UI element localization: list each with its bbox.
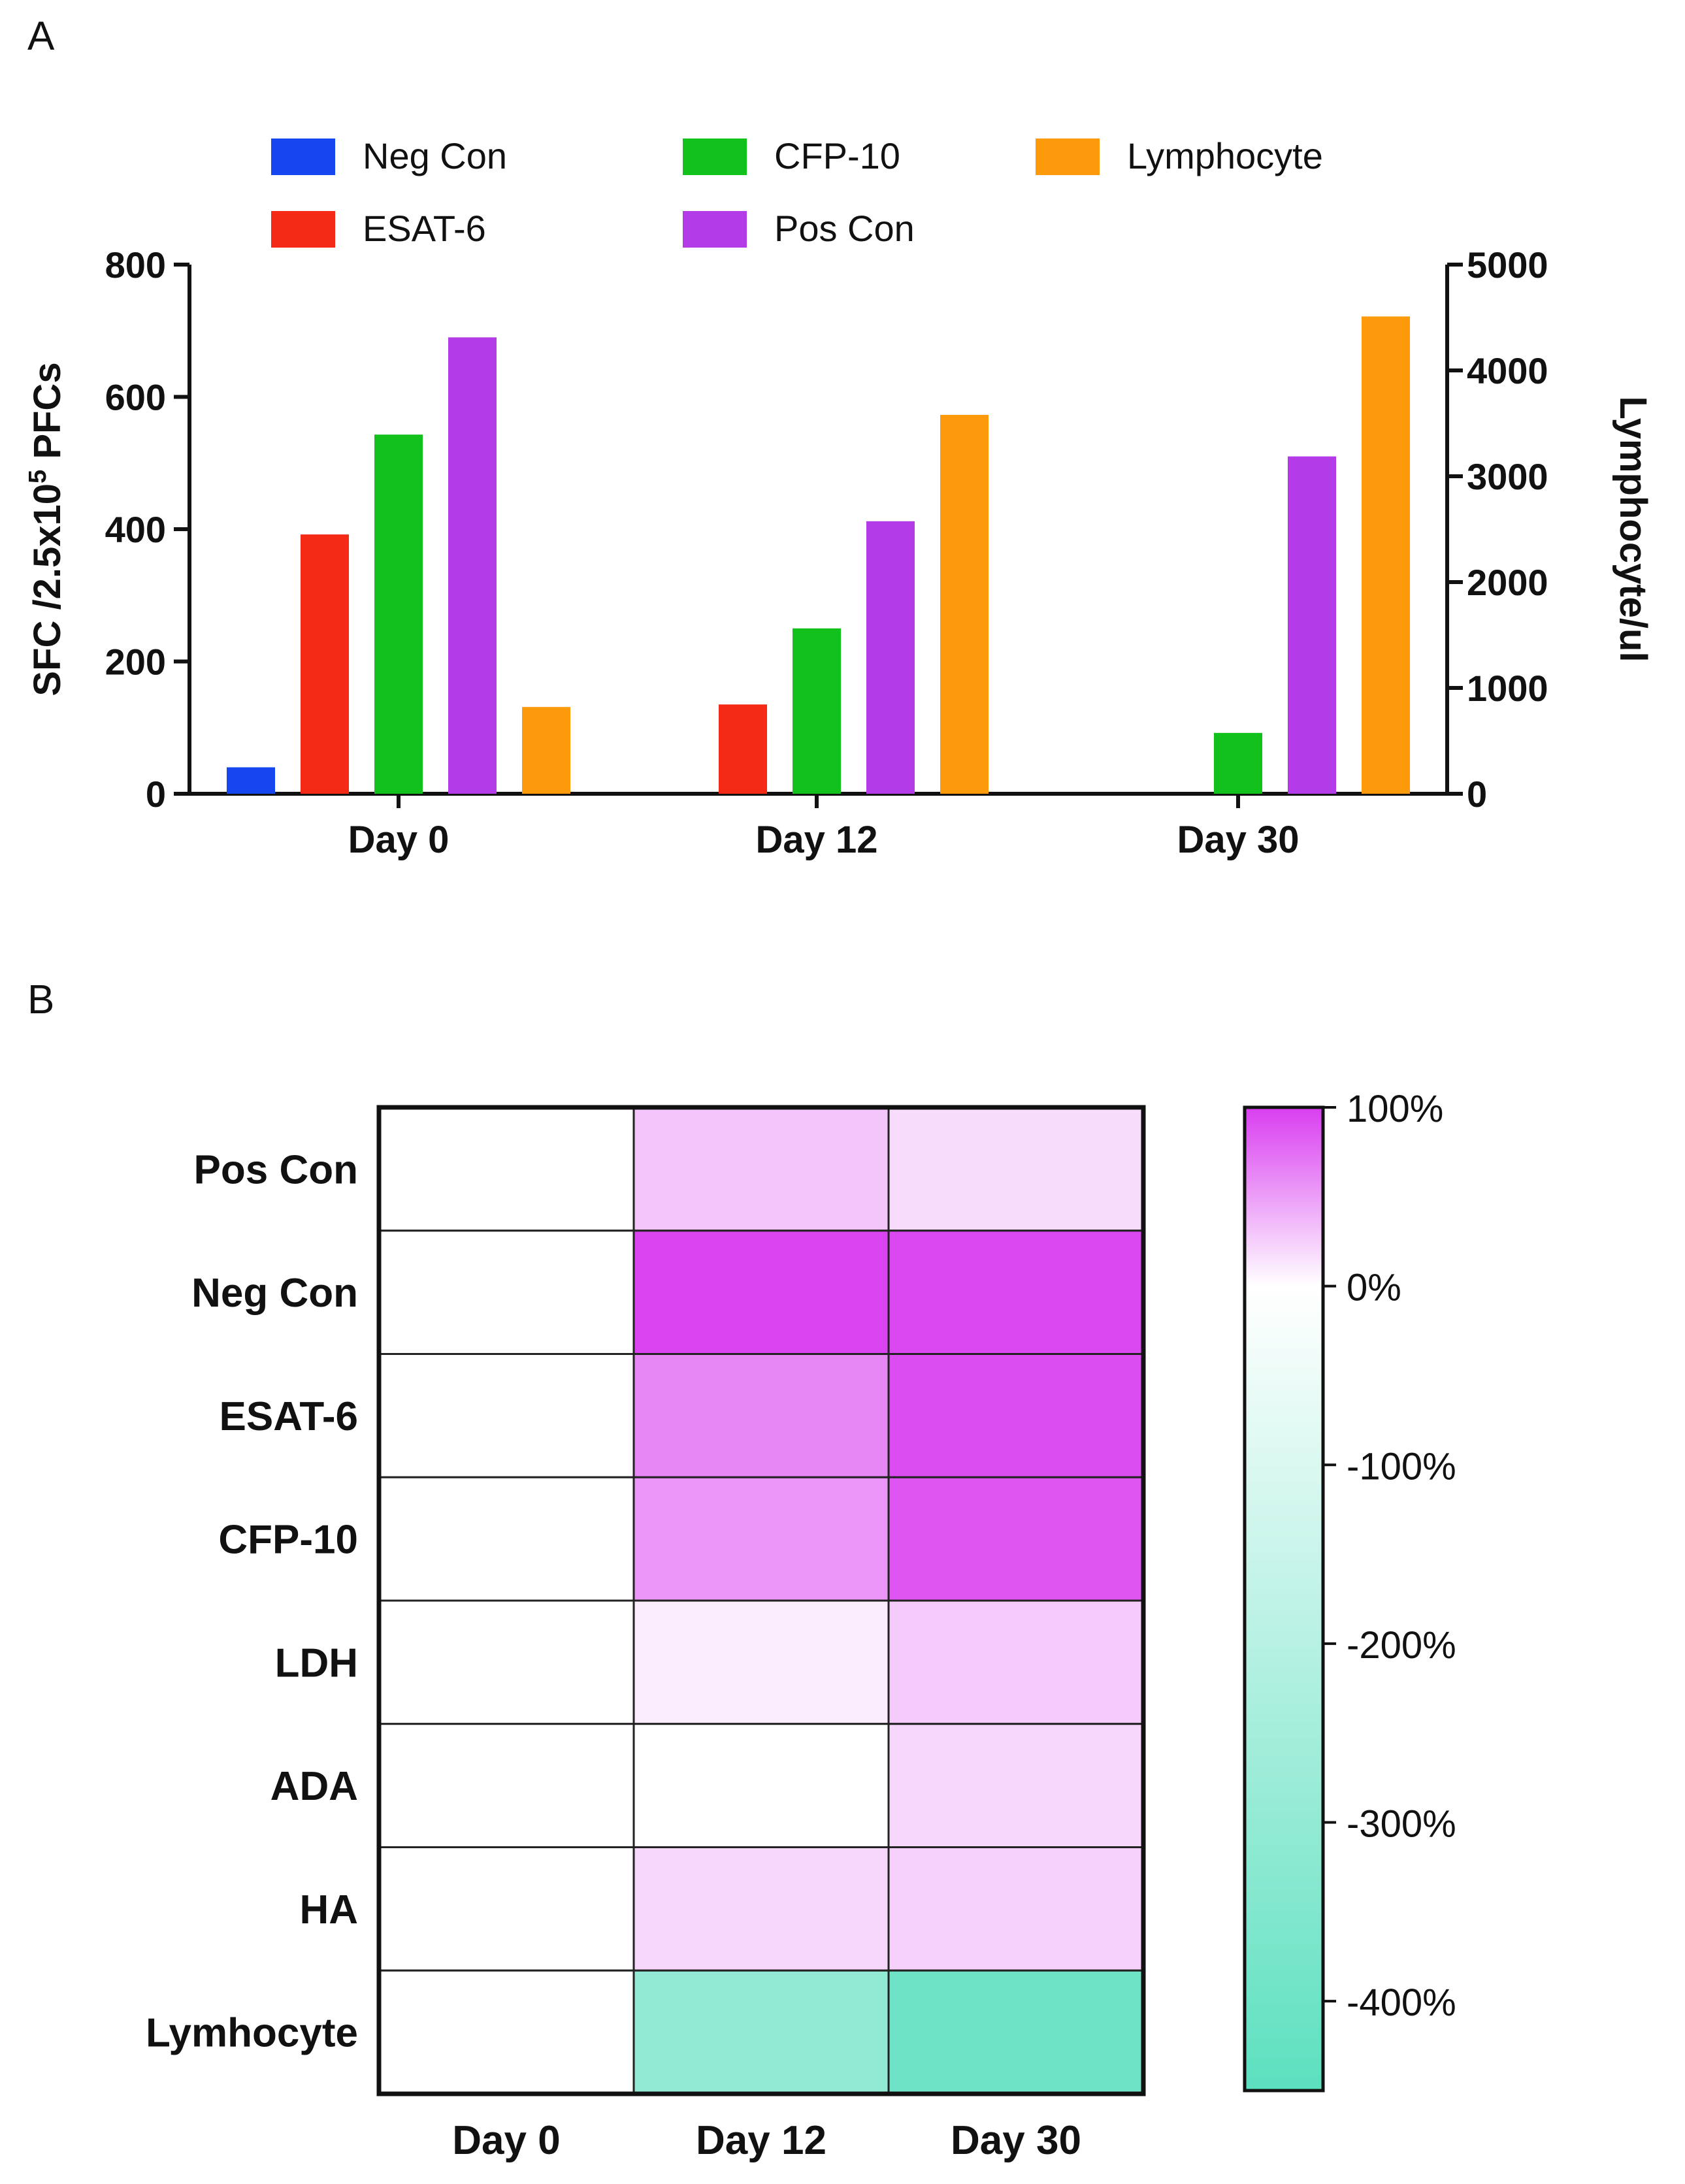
legend-label: CFP-10 [774,135,900,176]
legend-swatch [271,211,335,248]
colorbar-tick-label: 100% [1347,1088,1443,1130]
heatmap-cell [379,1601,634,1724]
heatmap-cell [634,1848,889,1971]
x-tick-label: Day 30 [1177,819,1299,861]
figure: 0 200 400 600 800 0 1000 2000 3000 4000 5000 Day 0 D… [0,0,1685,2184]
colorbar-tick-label: -300% [1347,1803,1456,1846]
bar-pos-con-day-30 [1288,457,1336,794]
left-y-tick-label: 800 [105,244,166,285]
x-tick-label: Day 12 [755,819,877,861]
colorbar-tick-label: 0% [1347,1267,1401,1309]
legend-label: ESAT-6 [363,208,486,249]
legend-swatch [271,139,335,175]
colorbar-tick-label: -100% [1347,1445,1456,1488]
heatmap-cell [634,1231,889,1354]
right-y-tick-label: 2000 [1467,562,1548,603]
heatmap-row-label: HA [299,1887,358,1932]
heatmap-cell [634,1724,889,1848]
heatmap-col-label: Day 12 [696,2118,826,2163]
heatmap-cell [889,1354,1143,1478]
legend-label: Neg Con [363,135,507,176]
bar-pos-con-day-0 [448,337,497,794]
left-y-axis-title: SFC /2.5x105 PFCs [24,362,69,696]
heatmap-row-label: Lymhocyte [146,2011,358,2056]
right-y-tick-label: 3000 [1467,456,1548,497]
bar-cfp-10-day-0 [374,434,423,794]
bar-pos-con-day-12 [866,521,915,794]
heatmap-row-label: ESAT-6 [220,1394,358,1439]
right-y-tick-label: 4000 [1467,350,1548,391]
heatmap-cell [889,1477,1143,1601]
heatmap-cell [889,1848,1143,1971]
heatmap-row-label: ADA [270,1764,358,1809]
legend-item: Pos Con [683,208,915,249]
legend-swatch [683,211,747,248]
colorbar [1245,1107,1323,2091]
bar-esat-6-day-12 [719,704,767,794]
bar-lymphocyte-day-12 [940,415,989,794]
heatmap-cell [889,1107,1143,1231]
legend-item: CFP-10 [683,135,900,176]
left-y-tick-label: 0 [146,774,166,815]
left-y-tick-label: 600 [105,377,166,418]
legend-item: Neg Con [271,135,507,176]
heatmap-cell [889,1724,1143,1848]
heatmap-cell [634,1477,889,1601]
colorbar-tick-label: -200% [1347,1624,1456,1667]
left-y-tick-label: 400 [105,509,166,550]
legend-item: Lymphocyte [1036,135,1323,176]
legend-label: Lymphocyte [1127,135,1323,176]
heatmap-row-label: CFP-10 [218,1518,358,1563]
heatmap-row-label: Pos Con [194,1147,358,1192]
bar-esat-6-day-0 [301,534,349,794]
left-y-tick-label: 200 [105,642,166,683]
right-y-tick-label: 1000 [1467,668,1548,709]
heatmap-cell [889,1231,1143,1354]
heatmap-cell [379,1848,634,1971]
heatmap-cell [634,1970,889,2094]
heatmap-cell [634,1354,889,1478]
heatmap-cell [634,1601,889,1724]
heatmap-cell [379,1354,634,1478]
heatmap-cell [379,1724,634,1848]
heatmap-cell [379,1970,634,2094]
right-y-tick-label: 0 [1467,774,1487,815]
bar-neg-con-day-0 [227,768,275,794]
right-y-tick-label: 5000 [1467,244,1548,285]
heatmap-cell [889,1601,1143,1724]
heatmap-cell [634,1107,889,1231]
heatmap-row-label: Neg Con [191,1271,358,1316]
heatmap-row-label: LDH [275,1640,358,1686]
bar-chart: 0 200 400 600 800 0 1000 2000 3000 4000 5000 Day 0 D… [24,135,1654,861]
legend-label: Pos Con [774,208,915,249]
legend-swatch [683,139,747,175]
legend-swatch [1036,139,1100,175]
heatmap-cell [379,1231,634,1354]
heatmap-col-label: Day 0 [452,2118,560,2163]
legend-item: ESAT-6 [271,208,486,249]
bar-cfp-10-day-30 [1214,733,1262,794]
heatmap-col-label: Day 30 [951,2118,1081,2163]
colorbar-tick-label: -400% [1347,1981,1456,2024]
heatmap: Pos Con Neg Con ESAT-6 CFP-10 LDH ADA HA Lymhoc… [146,1088,1456,2163]
right-y-axis-title: Lymphocyte/ul [1612,396,1654,662]
bar-cfp-10-day-12 [793,628,841,794]
heatmap-cell [379,1107,634,1231]
heatmap-cell [889,1970,1143,2094]
heatmap-cell [379,1477,634,1601]
bar-lymphocyte-day-0 [522,707,570,794]
bar-lymphocyte-day-30 [1362,316,1410,794]
x-tick-label: Day 0 [348,819,450,861]
